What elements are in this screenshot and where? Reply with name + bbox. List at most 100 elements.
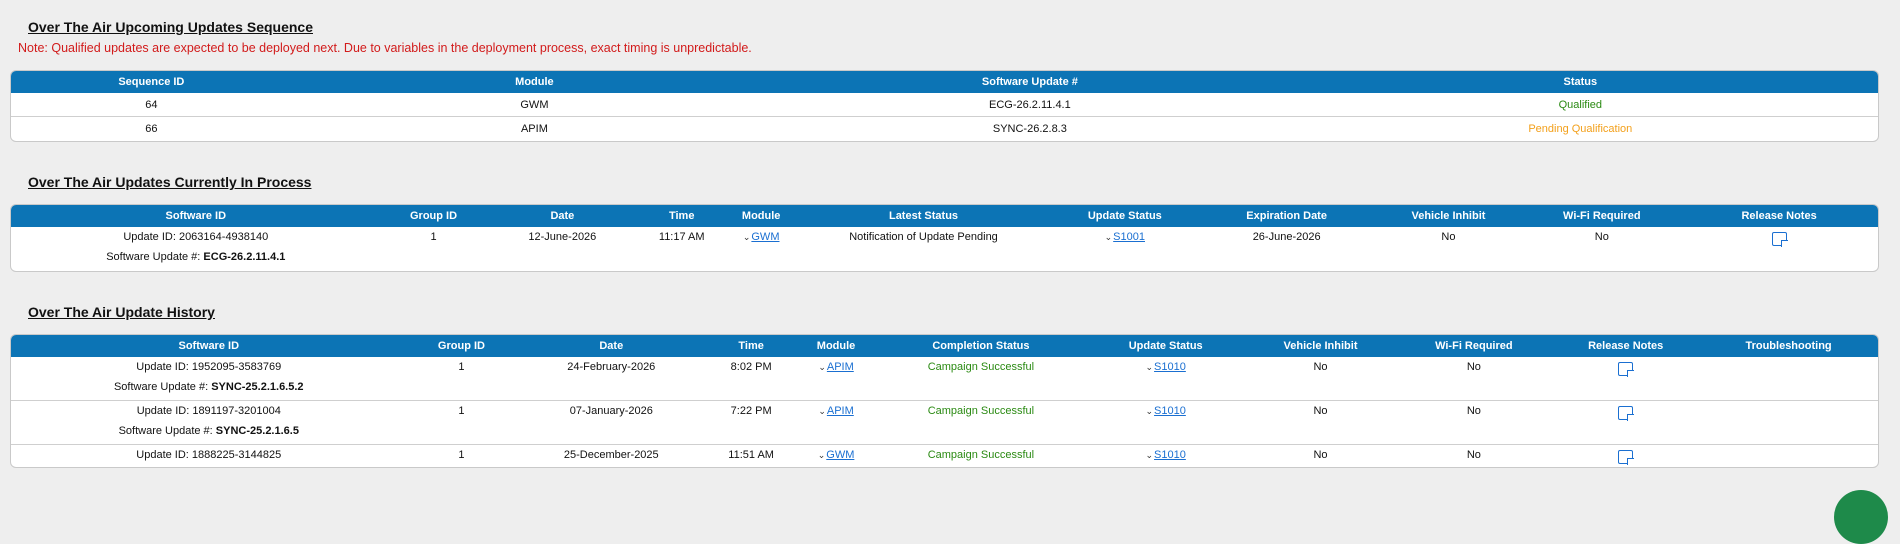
update-id: Update ID: 1891197-3201004 bbox=[136, 405, 281, 417]
chevron-down-icon[interactable]: ⌄ bbox=[818, 406, 826, 416]
chevron-down-icon[interactable]: ⌄ bbox=[818, 362, 826, 372]
time-cell: 11:51 AM bbox=[728, 449, 774, 461]
col-time: Time bbox=[706, 335, 797, 357]
table-row: Update ID: 1952095-3583769 Software Upda… bbox=[11, 357, 1878, 401]
update-status-link[interactable]: S1001 bbox=[1113, 231, 1145, 243]
software-id-cell: Update ID: 1952095-3583769 Software Upda… bbox=[11, 357, 407, 401]
col-date: Date bbox=[486, 205, 639, 227]
note-icon[interactable] bbox=[1618, 450, 1635, 465]
sequence-id-cell: 66 bbox=[145, 123, 158, 135]
software-update-value: SYNC-25.2.1.6.5.2 bbox=[211, 381, 304, 393]
col-vehicle-inhibit: Vehicle Inhibit bbox=[1373, 205, 1524, 227]
module-cell: ⌄APIM bbox=[796, 357, 877, 401]
update-id: Update ID: 1952095-3583769 bbox=[136, 361, 282, 373]
col-software-update: Software Update # bbox=[777, 71, 1283, 93]
table-row: Update ID: 1888225-3144825 1 25-December… bbox=[11, 445, 1878, 467]
col-software-id: Software ID bbox=[11, 205, 381, 227]
software-id-cell: Update ID: 1888225-3144825 bbox=[11, 445, 407, 467]
floating-action-button[interactable] bbox=[1834, 490, 1888, 544]
software-update-label: Software Update #: bbox=[113, 381, 212, 393]
col-date: Date bbox=[516, 335, 707, 357]
table-row: Update ID: 1891197-3201004 Software Upda… bbox=[11, 401, 1878, 445]
vehicle-inhibit-cell: No bbox=[1441, 231, 1456, 243]
chevron-down-icon[interactable]: ⌄ bbox=[1145, 362, 1154, 372]
date-cell: 12-June-2026 bbox=[528, 231, 597, 243]
col-troubleshooting: Troubleshooting bbox=[1699, 335, 1878, 357]
module-link[interactable]: GWM bbox=[826, 449, 855, 461]
completion-status-cell: Campaign Successful bbox=[927, 449, 1035, 461]
module-link[interactable]: APIM bbox=[826, 405, 854, 417]
troubleshooting-cell bbox=[1699, 401, 1878, 445]
time-cell: 7:22 PM bbox=[706, 401, 797, 445]
col-wifi-required: Wi-Fi Required bbox=[1395, 335, 1553, 357]
software-id-cell: Update ID: 1891197-3201004 Software Upda… bbox=[11, 401, 407, 445]
chevron-down-icon[interactable]: ⌄ bbox=[817, 450, 826, 460]
update-status-cell: ⌄S1010 bbox=[1086, 445, 1246, 467]
software-update-cell: ECG-26.2.11.4.1 bbox=[777, 93, 1283, 117]
note-icon[interactable] bbox=[1771, 232, 1788, 247]
vehicle-inhibit-cell: No bbox=[1245, 357, 1396, 401]
history-table: Software ID Group ID Date Time Module Co… bbox=[10, 334, 1879, 468]
update-status-cell: ⌄S1010 bbox=[1085, 357, 1246, 401]
chevron-down-icon[interactable]: ⌄ bbox=[1104, 232, 1113, 242]
col-expiration-date: Expiration Date bbox=[1199, 205, 1374, 227]
troubleshooting-cell bbox=[1699, 357, 1878, 401]
time-cell: 11:17 AM bbox=[658, 231, 705, 243]
wifi-required-cell: No bbox=[1395, 357, 1553, 401]
group-id-cell: 1 bbox=[406, 401, 517, 445]
col-group-id: Group ID bbox=[406, 335, 517, 357]
history-header-row: Software ID Group ID Date Time Module Co… bbox=[11, 335, 1878, 357]
update-status-link[interactable]: S1010 bbox=[1154, 361, 1186, 373]
update-status-cell: ⌄S1010 bbox=[1085, 401, 1246, 445]
software-update-value: SYNC-25.2.1.6.5 bbox=[215, 425, 299, 437]
status-badge: Pending Qualification bbox=[1528, 123, 1633, 135]
upcoming-table: Sequence ID Module Software Update # Sta… bbox=[10, 70, 1879, 142]
wifi-required-cell: No bbox=[1395, 401, 1553, 445]
release-notes-cell bbox=[1552, 357, 1700, 401]
group-id-cell: 1 bbox=[406, 357, 517, 401]
sequence-id-cell: 64 bbox=[11, 93, 292, 117]
software-id-cell: Update ID: 2063164-4938140 Software Upda… bbox=[11, 227, 381, 271]
expiration-date-cell: 26-June-2026 bbox=[1252, 231, 1321, 243]
note-icon[interactable] bbox=[1618, 406, 1635, 421]
vehicle-inhibit-cell: No bbox=[1313, 449, 1328, 461]
chevron-down-icon[interactable]: ⌄ bbox=[1145, 450, 1154, 460]
in-process-table: Software ID Group ID Date Time Module La… bbox=[10, 204, 1879, 272]
table-row: 66 APIM SYNC-26.2.8.3 Pending Qualificat… bbox=[11, 117, 1878, 141]
note-icon[interactable] bbox=[1618, 362, 1635, 377]
module-cell: ⌄GWM bbox=[725, 227, 797, 271]
date-cell: 07-January-2026 bbox=[516, 401, 707, 445]
col-time: Time bbox=[638, 205, 726, 227]
module-link[interactable]: GWM bbox=[751, 231, 780, 243]
in-process-title: Over The Air Updates Currently In Proces… bbox=[28, 174, 312, 190]
software-update-line: Software Update #: ECG-26.2.11.4.1 bbox=[15, 251, 377, 263]
software-update-label: Software Update #: bbox=[106, 251, 204, 263]
in-process-header-row: Software ID Group ID Date Time Module La… bbox=[11, 205, 1878, 227]
update-id: Update ID: 1888225-3144825 bbox=[136, 449, 282, 461]
chevron-down-icon[interactable]: ⌄ bbox=[742, 232, 751, 242]
troubleshooting-cell bbox=[1699, 445, 1878, 467]
update-status-link[interactable]: S1010 bbox=[1154, 405, 1186, 417]
module-cell: APIM bbox=[520, 123, 548, 135]
software-update-value: ECG-26.2.11.4.1 bbox=[203, 251, 286, 263]
software-update-line: Software Update #: SYNC-25.2.1.6.5 bbox=[15, 425, 403, 437]
chevron-down-icon[interactable]: ⌄ bbox=[1145, 406, 1154, 416]
history-title: Over The Air Update History bbox=[28, 304, 215, 320]
wifi-required-cell: No bbox=[1594, 231, 1609, 243]
module-link[interactable]: APIM bbox=[826, 361, 854, 373]
software-update-label: Software Update #: bbox=[118, 425, 216, 437]
date-cell: 24-February-2026 bbox=[516, 357, 707, 401]
col-module: Module bbox=[291, 71, 778, 93]
col-group-id: Group ID bbox=[380, 205, 487, 227]
software-update-line: Software Update #: SYNC-25.2.1.6.5.2 bbox=[15, 381, 403, 393]
col-completion-status: Completion Status bbox=[876, 335, 1086, 357]
group-id-cell: 1 bbox=[430, 231, 437, 243]
col-module: Module bbox=[796, 335, 877, 357]
update-status-cell: ⌄S1001 bbox=[1050, 227, 1200, 271]
col-wifi-required: Wi-Fi Required bbox=[1523, 205, 1681, 227]
release-notes-cell bbox=[1552, 445, 1699, 467]
release-notes-cell bbox=[1552, 401, 1700, 445]
table-row: 64 GWM ECG-26.2.11.4.1 Qualified bbox=[11, 93, 1878, 117]
update-status-link[interactable]: S1010 bbox=[1154, 449, 1186, 461]
upcoming-note: Note: Qualified updates are expected to … bbox=[18, 41, 752, 55]
